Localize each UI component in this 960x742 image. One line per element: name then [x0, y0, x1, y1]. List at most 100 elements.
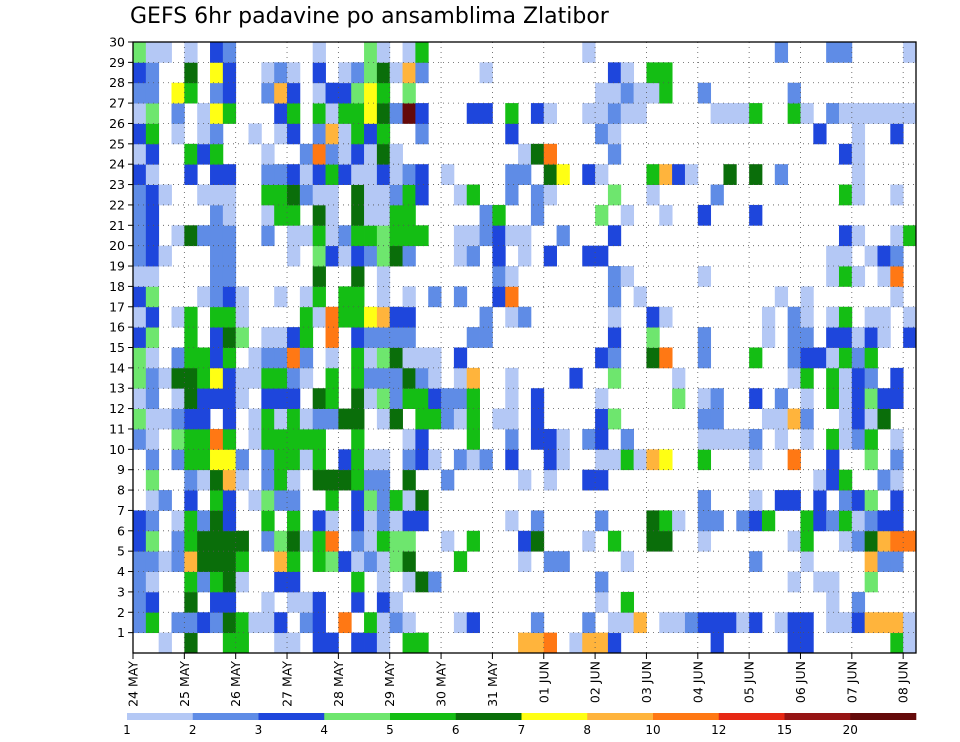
heatmap-cell	[838, 225, 853, 247]
heatmap-cell	[248, 347, 262, 369]
x-tick-label: 25 MAY	[177, 661, 192, 707]
heatmap-cell	[376, 530, 391, 552]
y-tick-label: 27	[109, 96, 125, 111]
heatmap-cell	[287, 510, 301, 532]
heatmap-cell	[530, 103, 545, 124]
heatmap-cell	[364, 82, 378, 104]
heatmap-cell	[518, 225, 532, 247]
y-tick-label: 21	[109, 218, 125, 233]
heatmap-cell	[325, 245, 339, 267]
heatmap-cell	[222, 632, 237, 654]
heatmap-cell	[851, 184, 866, 206]
heatmap-cell	[364, 164, 378, 185]
heatmap-cell	[210, 510, 224, 532]
heatmap-cell	[184, 428, 198, 450]
heatmap-cell	[787, 449, 801, 471]
heatmap-cell	[620, 612, 635, 634]
heatmap-cell	[325, 388, 339, 409]
heatmap-cell	[364, 184, 378, 206]
heatmap-cell	[402, 327, 416, 348]
heatmap-cell	[287, 388, 301, 409]
heatmap-cell	[607, 286, 622, 308]
heatmap-cell	[133, 42, 147, 63]
heatmap-cell	[325, 530, 339, 552]
heatmap-cell	[389, 62, 403, 84]
heatmap-cell	[659, 530, 673, 552]
heatmap-cell	[903, 530, 917, 552]
heatmap-cell	[620, 428, 635, 450]
heatmap-cell	[402, 469, 416, 491]
heatmap-cell	[838, 469, 853, 491]
heatmap-cell	[133, 103, 147, 124]
heatmap-cell	[800, 551, 814, 572]
heatmap-cell	[145, 408, 160, 430]
legend-swatch	[390, 713, 457, 720]
heatmap-cell	[248, 408, 262, 430]
heatmap-cell	[325, 510, 339, 532]
heatmap-cell	[736, 612, 750, 634]
heatmap-cell	[903, 103, 917, 124]
heatmap-cell	[736, 428, 750, 450]
heatmap-cell	[428, 449, 442, 471]
y-tick-label: 6	[117, 523, 125, 538]
heatmap-cell	[389, 245, 403, 267]
heatmap-cell	[415, 103, 429, 124]
heatmap-cell	[543, 449, 557, 471]
heatmap-cell	[235, 612, 249, 634]
heatmap-cell	[402, 490, 416, 511]
heatmap-cell	[184, 490, 198, 511]
heatmap-cell	[287, 327, 301, 348]
heatmap-cell	[453, 184, 468, 206]
heatmap-cell	[659, 347, 673, 369]
x-tick-label: 28 MAY	[331, 661, 346, 707]
heatmap-cell	[877, 612, 891, 634]
heatmap-cell	[235, 367, 249, 389]
heatmap-cell	[851, 103, 866, 124]
heatmap-cell	[749, 510, 763, 532]
heatmap-cell	[466, 327, 480, 348]
heatmap-cell	[338, 143, 352, 165]
heatmap-cell	[210, 449, 224, 471]
heatmap-cell	[838, 490, 853, 511]
heatmap-cell	[595, 449, 609, 471]
heatmap-cell	[376, 42, 391, 63]
legend-swatch	[324, 713, 391, 720]
heatmap-cell	[274, 164, 288, 185]
heatmap-cell	[312, 286, 326, 308]
heatmap-cell	[171, 306, 185, 328]
heatmap-cell	[351, 143, 365, 165]
heatmap-cell	[235, 306, 249, 328]
heatmap-cell	[133, 428, 147, 450]
heatmap-cell	[890, 551, 904, 572]
heatmap-cell	[184, 62, 198, 84]
heatmap-cell	[325, 367, 339, 389]
heatmap-cell	[364, 612, 378, 634]
heatmap-cell	[633, 612, 647, 634]
heatmap-cell	[133, 510, 147, 532]
x-tick-label: 08 JUN	[896, 661, 911, 703]
heatmap-cell	[351, 266, 365, 287]
heatmap-cell	[505, 367, 519, 389]
heatmap-cell	[595, 204, 609, 226]
heatmap-cell	[222, 469, 237, 491]
heatmap-cell	[145, 123, 160, 145]
heatmap-cell	[145, 42, 160, 63]
heatmap-cell	[184, 143, 198, 165]
heatmap-cell	[441, 530, 455, 552]
heatmap-cell	[376, 490, 391, 511]
heatmap-cell	[659, 612, 673, 634]
y-tick-label: 3	[117, 584, 125, 599]
heatmap-cell	[145, 286, 160, 308]
heatmap-cell	[697, 347, 712, 369]
heatmap-cell	[210, 266, 224, 287]
heatmap-cell	[826, 571, 840, 593]
heatmap-cell	[607, 266, 622, 287]
heatmap-cell	[479, 225, 493, 247]
heatmap-cell	[518, 551, 532, 572]
heatmap-cell	[364, 367, 378, 389]
heatmap-cell	[325, 469, 339, 491]
heatmap-cell	[351, 510, 365, 532]
heatmap-cell	[210, 123, 224, 145]
heatmap-cell	[877, 245, 891, 267]
heatmap-cell	[530, 184, 545, 206]
